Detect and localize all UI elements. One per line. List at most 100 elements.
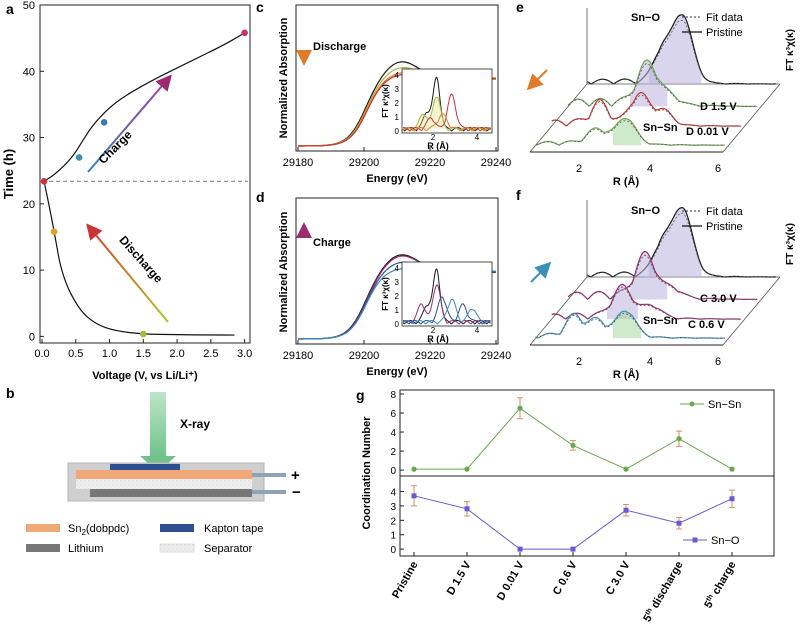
axes-g: 0 2 4 6 8 0 1 2 3 4 Pristine D 1.5 V D 0.01 V C 0.6 V… (390, 390, 739, 624)
inset-frame-c (401, 68, 493, 134)
fit-curve (567, 254, 758, 300)
shaded-peak (606, 284, 638, 320)
y-axis-label-a: Time (h) (1, 149, 16, 199)
legend-marker-snsn (689, 401, 695, 407)
label-snsn-e: Sn−Sn (643, 122, 678, 134)
shaded-peak (629, 251, 668, 300)
legend-label-snsn: Sn−Sn (708, 399, 741, 411)
state-marker-a (50, 228, 58, 235)
xtick-label: 29180 (283, 157, 314, 169)
fit-curve (551, 286, 741, 320)
markers-group-a (40, 29, 248, 338)
plot-frame-g-bottom (399, 475, 775, 557)
label-c30-f: C 3.0 V (700, 293, 737, 305)
xtick-label: 29200 (349, 157, 380, 169)
state-marker-a (40, 177, 48, 185)
xtick-label: 29240 (481, 350, 512, 362)
data-point-snsn (676, 436, 682, 442)
xtick-label: 29200 (349, 350, 380, 362)
shaded-peak (629, 60, 668, 107)
legend-pristine-f: Pristine (706, 221, 743, 233)
data-point-sno (729, 496, 735, 502)
legend-label-sn: Sn2(dobpdc) (68, 523, 129, 537)
shaded-peak (612, 118, 642, 146)
charge-arrow-f (530, 261, 552, 283)
category-label-g: C 3.0 V (604, 559, 633, 597)
x-axis-label-a: Voltage (V, vs Li/Li⁺) (92, 370, 198, 382)
data-point-sno (464, 506, 470, 512)
inset-curve (402, 298, 491, 325)
fit-curve (586, 212, 777, 278)
legend-pristine-e: Pristine (706, 27, 743, 39)
inset-y-axis-d: 0 1 2 3 4 (395, 264, 400, 329)
ytick-label-g: 0 (390, 545, 396, 556)
xtick-label-a: 3.0 (237, 348, 252, 360)
xtick-label-a: 2.5 (203, 348, 218, 360)
fit-curve (535, 312, 725, 339)
data-point-snsn (623, 466, 629, 472)
panel-letter-d: d (256, 189, 265, 205)
category-label-g: Pristine (390, 560, 421, 601)
panel-c: c 29180 29200 29220 29240 Energy (eV) Norma… (256, 0, 511, 185)
panel-letter-e: e (516, 0, 524, 15)
legend-swatch-separator (159, 543, 195, 553)
label-d15-e: D 1.5 V (700, 101, 737, 113)
shaded-peak (648, 207, 702, 277)
legend-label-lithium: Lithium (68, 543, 103, 555)
x-axis-a: 0.0 0.5 1.0 1.5 2.0 2.5 3.0 (34, 339, 252, 360)
label-snsn-f: Sn−Sn (643, 315, 678, 327)
ytick-label-g: 3 (390, 502, 396, 513)
xtick-e-4: 4 (647, 163, 653, 175)
inset-xlabel-d: R (Å) (427, 334, 449, 344)
inset-ytick-label: 4 (395, 71, 400, 80)
ytick-label-a: 50 (23, 0, 35, 12)
charge-label-d: Charge (313, 237, 351, 249)
panel-g: g Coordination Number 0 2 4 6 8 0 1 2 3 4 Pristine… (356, 387, 775, 624)
data-point-sno (517, 546, 523, 552)
inset-y-axis-c: 0 1 2 3 4 (395, 71, 400, 136)
y-axis-label-c: Normalized Absorption (278, 17, 290, 138)
fit-curve (586, 19, 777, 85)
negative-tab (252, 490, 286, 494)
inset-ytick-label: 2 (395, 99, 400, 108)
xray-label: X-ray (180, 417, 210, 431)
inset-series-d (402, 268, 491, 325)
inset-ytick-label: 1 (395, 306, 400, 315)
xtick-e-2: 2 (576, 163, 582, 175)
inset-xtick-c-1: 2 (431, 133, 436, 142)
data-point-snsn (570, 442, 576, 448)
legend-fit-e: Fit data (706, 12, 744, 24)
discharge-arrow (86, 223, 169, 323)
state-marker-a (75, 154, 83, 161)
inset-curve (402, 76, 491, 132)
charge-curve-a (43, 32, 245, 182)
legend-swatch-sn (26, 524, 60, 532)
xtick-label: 29180 (283, 350, 314, 362)
fit-curve (535, 120, 725, 146)
label-d001-e: D 0.01 V (686, 126, 729, 138)
x-axis-label-d: Energy (eV) (366, 366, 427, 378)
legend-label-sno: Sn−O (711, 535, 740, 547)
inset-ylabel-c: FT κ³χ(κ) (381, 84, 390, 118)
data-point-sno (411, 493, 417, 499)
ytick-label-g: 2 (390, 516, 396, 527)
inset-ytick-label: 0 (395, 127, 400, 136)
ytick-label-g: 6 (390, 409, 396, 420)
category-label-g: D 1.5 V (445, 559, 474, 597)
fit-curve (551, 94, 741, 127)
xtick-e-6: 6 (715, 163, 721, 175)
inset-xtick-c-2: 4 (475, 133, 480, 142)
legend-label-kapton: Kapton tape (204, 523, 263, 535)
category-label-g: 5th charge (702, 560, 738, 611)
xray-beam (150, 392, 166, 458)
series-group-f (535, 206, 777, 339)
inset-ylabel-d: FT κ³χ(κ) (381, 277, 390, 311)
data-point-snsn (411, 466, 417, 472)
inset-xtick-d-2: 4 (475, 326, 480, 335)
xtick-label-a: 1.5 (136, 348, 151, 360)
legend-label-separator: Separator (204, 543, 253, 555)
x-axis-label-f: R (Å) (613, 368, 640, 381)
panel-d: d 29180 29200 29220 29240 Energy (eV) Norma… (256, 189, 511, 378)
series-line-g (413, 495, 733, 550)
ytick-label-g: 0 (390, 466, 396, 477)
